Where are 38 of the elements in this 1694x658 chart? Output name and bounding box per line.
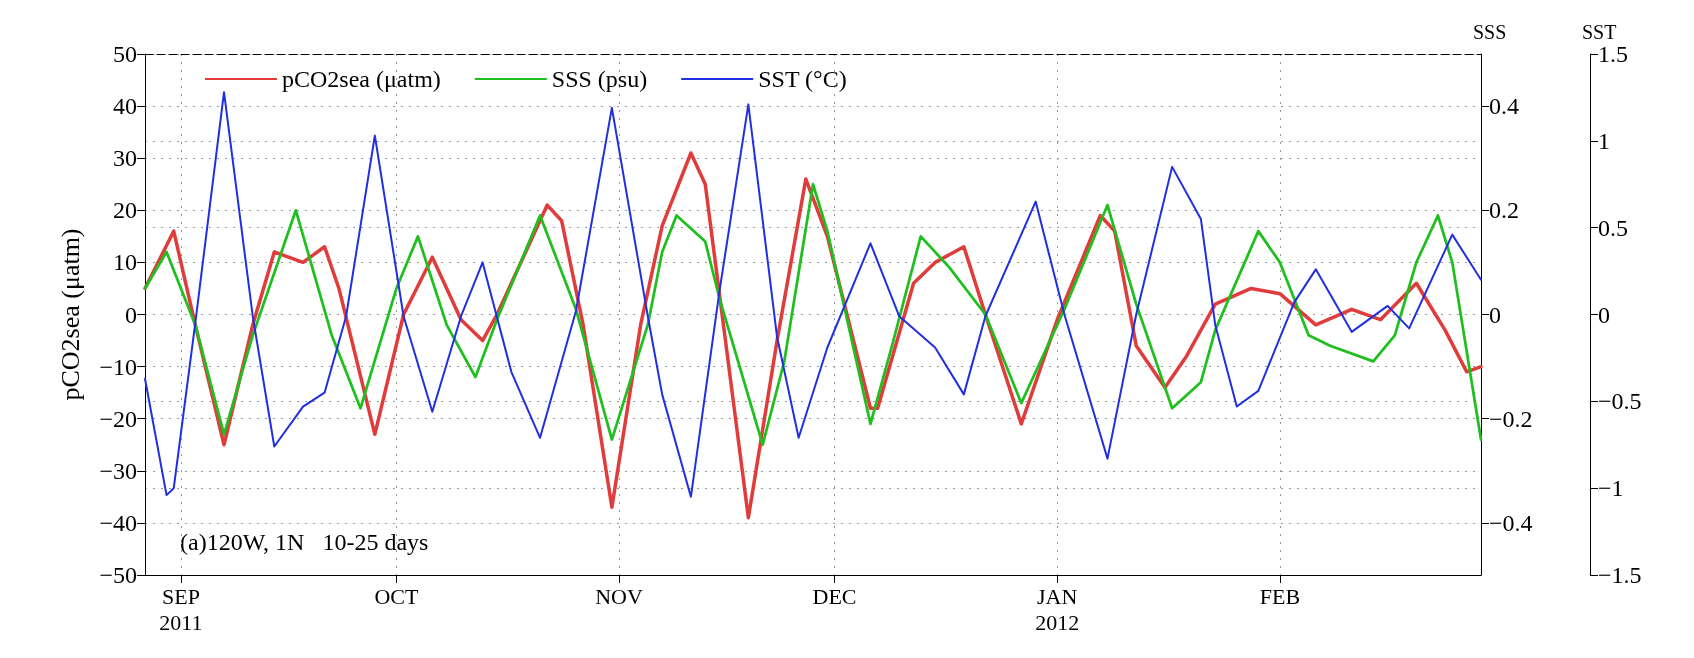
- y2-tick-label: 0.2: [1489, 197, 1519, 224]
- y-tick-label: −20: [99, 405, 137, 432]
- x-tick-label: NOV: [595, 583, 643, 609]
- x-tick-label: OCT: [374, 583, 419, 609]
- y-tick-label: −30: [99, 457, 137, 484]
- x-tick-label: DEC: [812, 583, 857, 609]
- y2-tick-label: −0.2: [1489, 405, 1533, 432]
- y3-tick-label: 1.5: [1598, 41, 1628, 67]
- y-tick-label: −40: [99, 509, 137, 536]
- legend-label: SST (°C): [758, 66, 847, 92]
- annotation: (a)120W, 1N 10-25 days: [180, 529, 429, 555]
- y2-tick-label: −0.4: [1489, 509, 1533, 536]
- y3-axis-title: SST: [1582, 21, 1617, 43]
- y-tick-label: 30: [113, 145, 137, 172]
- y2-tick-label: 0: [1489, 301, 1501, 328]
- y-tick-label: 0: [125, 301, 137, 328]
- y3-tick-label: −1.5: [1598, 562, 1642, 588]
- y3-tick-label: 0: [1598, 301, 1610, 328]
- line-series: [144, 91, 1482, 498]
- legend-label: pCO2sea (μatm): [282, 66, 441, 92]
- y3-tick-label: −1: [1598, 475, 1624, 502]
- y2-tick-label: 0.4: [1489, 93, 1519, 120]
- y-axis-title: pCO2sea (μatm): [55, 228, 85, 401]
- x-tick-label: FEB: [1259, 583, 1301, 609]
- y-tick-label: −50: [99, 562, 137, 588]
- y2-axis-title: SSS: [1473, 21, 1507, 43]
- y3-tick-label: 0.5: [1598, 214, 1628, 241]
- line-series: [143, 182, 1483, 447]
- y-tick-label: 20: [113, 197, 137, 224]
- y-tick-label: 50: [113, 41, 137, 67]
- y-tick-label: 10: [113, 249, 137, 276]
- y3-tick-label: −0.5: [1598, 388, 1642, 415]
- legend-label: SSS (psu): [551, 66, 648, 92]
- y-tick-label: −10: [99, 353, 137, 380]
- y3-tick-label: 1: [1598, 127, 1610, 154]
- y-tick-label: 40: [113, 93, 137, 120]
- x-tick-label: JAN 2012: [1035, 583, 1080, 635]
- x-tick-label: SEP 2011: [159, 583, 203, 635]
